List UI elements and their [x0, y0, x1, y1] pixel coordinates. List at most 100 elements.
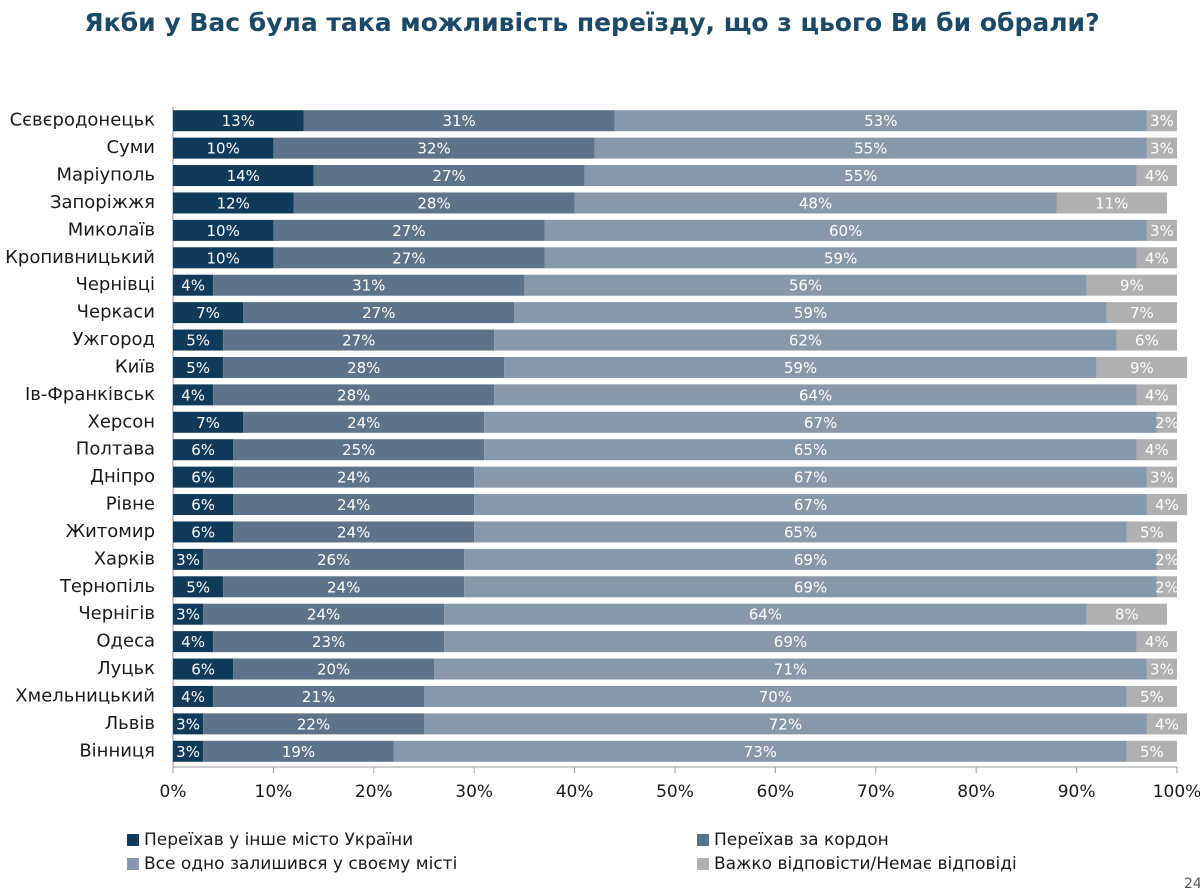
bar-segment [173, 521, 234, 543]
value-label: 4% [181, 633, 205, 651]
value-label: 24% [337, 496, 370, 514]
bar-segment [1126, 521, 1177, 543]
bar-segment [444, 631, 1137, 653]
bar-segment [223, 576, 465, 598]
value-label: 3% [176, 551, 200, 569]
bar-segment [1146, 110, 1177, 132]
value-label: 22% [297, 715, 330, 733]
category-label: Хмельницький [15, 685, 155, 706]
bar-segment [173, 137, 274, 159]
value-label: 69% [794, 551, 827, 569]
bar-segment [594, 137, 1147, 159]
bar-segment [464, 548, 1157, 570]
bar-segment [173, 247, 274, 269]
bar-segment [173, 658, 234, 680]
value-label: 24% [347, 414, 380, 432]
x-tick-label: 80% [957, 782, 995, 802]
category-label: Черкаси [77, 302, 155, 323]
value-label: 67% [794, 496, 827, 514]
bar-segment [494, 329, 1117, 351]
value-label: 4% [1155, 715, 1179, 733]
bar-segment [494, 384, 1137, 406]
bar-segment [273, 137, 595, 159]
category-label: Чернігів [78, 603, 155, 624]
bar-segment [173, 274, 214, 296]
bar-segment [1146, 219, 1177, 241]
value-label: 4% [1155, 496, 1179, 514]
value-label: 4% [1145, 249, 1169, 267]
bar-segment [464, 576, 1157, 598]
value-label: 55% [854, 140, 887, 158]
x-tick-label: 10% [255, 782, 293, 802]
bar-segment [173, 494, 234, 516]
bar-segment [233, 494, 475, 516]
bar-segment [203, 740, 394, 762]
value-label: 27% [362, 304, 395, 322]
legend-marker [127, 834, 139, 846]
bar-segment [424, 685, 1127, 707]
value-label: 67% [804, 414, 837, 432]
value-label: 62% [789, 332, 822, 350]
value-label: 3% [1150, 112, 1174, 130]
bar-segment [213, 384, 495, 406]
bar-segment [173, 356, 224, 378]
bar-segment [213, 274, 525, 296]
value-label: 2% [1155, 578, 1179, 596]
bar-segment [1146, 466, 1177, 488]
value-label: 3% [176, 715, 200, 733]
x-tick-label: 100% [1153, 782, 1200, 802]
value-label: 67% [794, 469, 827, 487]
value-label: 21% [302, 688, 335, 706]
bar-segment [173, 603, 204, 625]
value-label: 27% [432, 167, 465, 185]
category-label: Суми [107, 137, 156, 158]
bar-segment [173, 713, 204, 735]
bar-segment [313, 165, 585, 187]
bar-segment [1136, 631, 1177, 653]
value-label: 6% [191, 661, 215, 679]
value-label: 10% [207, 222, 240, 240]
category-label: Миколаїв [68, 219, 155, 240]
value-label: 73% [744, 743, 777, 761]
value-label: 60% [829, 222, 862, 240]
value-label: 24% [337, 469, 370, 487]
legend-label: Все одно залишився у своєму місті [144, 854, 457, 874]
value-label: 48% [799, 194, 832, 212]
value-label: 7% [196, 414, 220, 432]
bar-segment [1156, 548, 1177, 570]
bar-segment [273, 247, 545, 269]
value-label: 31% [352, 277, 385, 295]
x-tick-label: 40% [556, 782, 594, 802]
bar-segment [584, 165, 1137, 187]
bar-segment [243, 302, 515, 324]
bar-segment [303, 110, 615, 132]
bar-segment [614, 110, 1147, 132]
value-label: 26% [317, 551, 350, 569]
value-label: 69% [794, 578, 827, 596]
value-label: 53% [864, 112, 897, 130]
value-label: 28% [347, 359, 380, 377]
bar-segment [173, 165, 314, 187]
category-label: Вінниця [79, 740, 155, 761]
bar-segment [203, 603, 445, 625]
bar-segment [424, 713, 1147, 735]
bar-segment [1136, 384, 1177, 406]
bar-segment [524, 274, 1087, 296]
bar-segment [243, 411, 485, 433]
legend-marker [127, 858, 139, 870]
bar-segment [233, 466, 475, 488]
value-label: 2% [1155, 551, 1179, 569]
value-label: 24% [307, 606, 340, 624]
legend-label: Переїхав у інше місто України [144, 830, 413, 850]
bar-segment [1126, 740, 1177, 762]
bar-segment [173, 466, 234, 488]
value-label: 6% [1135, 332, 1159, 350]
value-label: 4% [1145, 633, 1169, 651]
value-label: 24% [327, 578, 360, 596]
x-tick-label: 90% [1058, 782, 1096, 802]
bar-segment [273, 219, 545, 241]
value-label: 27% [392, 249, 425, 267]
page-number: 24 [1184, 876, 1200, 892]
bar-segment [544, 247, 1137, 269]
value-label: 9% [1130, 359, 1154, 377]
